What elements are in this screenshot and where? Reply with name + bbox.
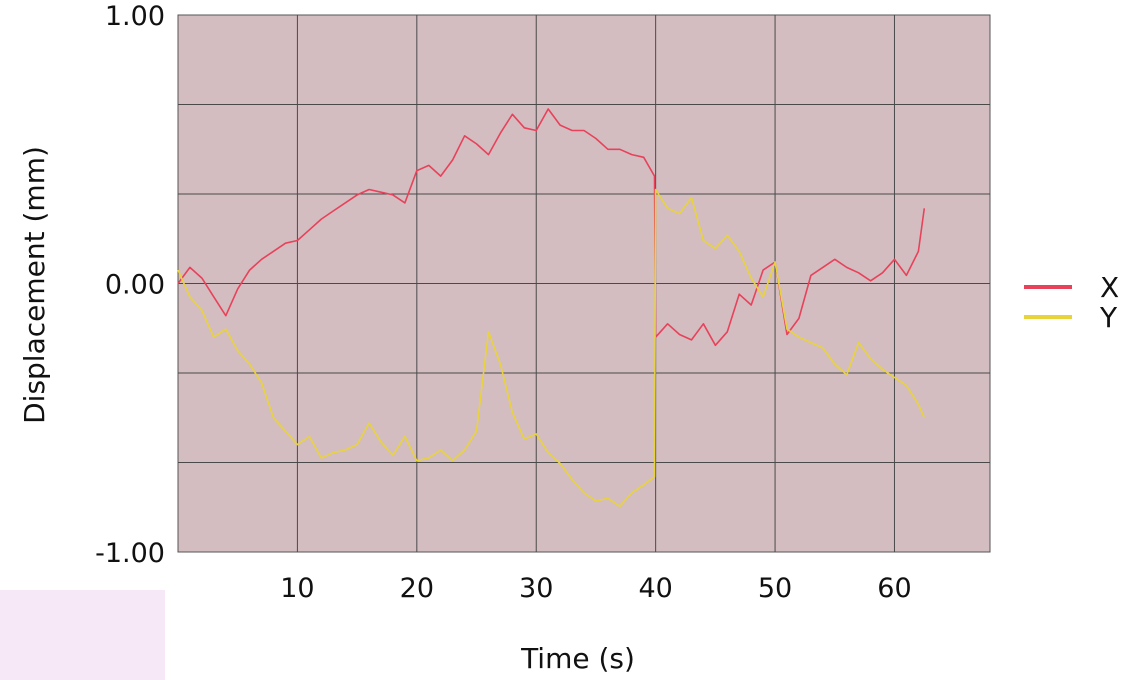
x-tick-label: 40 bbox=[638, 573, 672, 604]
series-line-x bbox=[177, 108, 926, 347]
legend: XY bbox=[1024, 271, 1119, 334]
x-axis-label: Time (s) bbox=[520, 642, 635, 675]
y-tick-label: -1.00 bbox=[95, 538, 165, 569]
x-tick-label: 60 bbox=[877, 573, 911, 604]
x-tick-label: 30 bbox=[519, 573, 553, 604]
x-tick-label: 20 bbox=[400, 573, 434, 604]
x-tick-label: 10 bbox=[280, 573, 314, 604]
y-tick-label: 0.00 bbox=[105, 270, 165, 301]
y-tick-labels: 1.00 0.00 -1.00 bbox=[95, 1, 165, 569]
legend-label-y: Y bbox=[1099, 301, 1118, 334]
legend-label-x: X bbox=[1100, 271, 1119, 304]
grid-lines bbox=[178, 15, 990, 552]
corner-decoration bbox=[0, 590, 165, 680]
x-tick-label: 50 bbox=[758, 573, 792, 604]
x-tick-labels: 10 20 30 40 50 60 bbox=[280, 573, 911, 604]
y-axis-label: Displacement (mm) bbox=[18, 146, 51, 424]
series-line-y bbox=[177, 188, 926, 508]
series-lines bbox=[177, 108, 926, 508]
y-tick-label: 1.00 bbox=[105, 1, 165, 32]
